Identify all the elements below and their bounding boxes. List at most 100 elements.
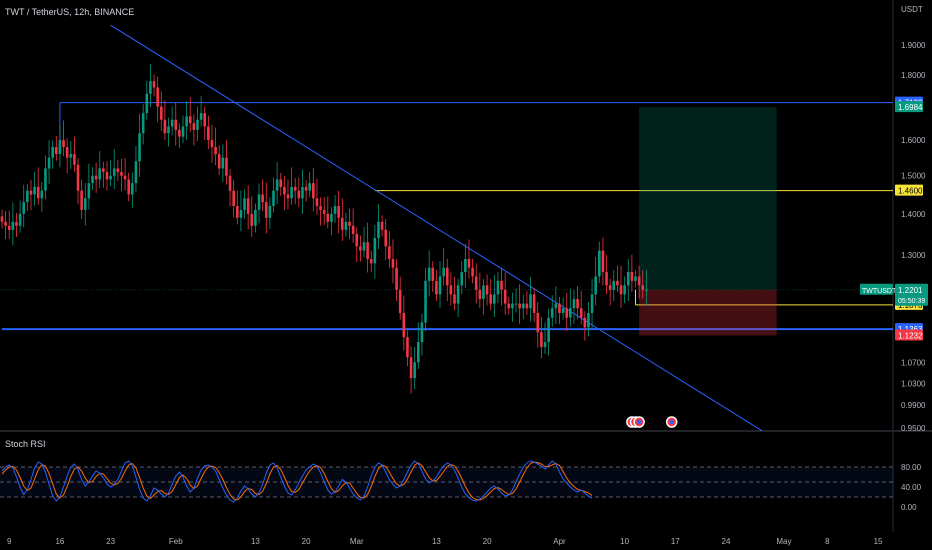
- candle[interactable]: [511, 303, 514, 309]
- candle[interactable]: [11, 221, 15, 230]
- candle[interactable]: [340, 217, 344, 230]
- candle[interactable]: [246, 198, 250, 214]
- candle[interactable]: [543, 342, 547, 348]
- candle[interactable]: [312, 183, 315, 199]
- candle[interactable]: [460, 272, 464, 286]
- candle[interactable]: [36, 186, 40, 199]
- candle[interactable]: [91, 175, 94, 184]
- candle[interactable]: [301, 186, 304, 199]
- candle[interactable]: [181, 126, 185, 137]
- trendline[interactable]: [110, 24, 763, 432]
- candle[interactable]: [362, 242, 366, 251]
- candle[interactable]: [558, 303, 561, 313]
- long-position-tool[interactable]: [639, 107, 777, 336]
- candle[interactable]: [594, 276, 597, 295]
- candle[interactable]: [330, 213, 333, 222]
- current-price-badge[interactable]: [895, 283, 928, 306]
- candle[interactable]: [167, 126, 170, 134]
- candle[interactable]: [214, 147, 217, 155]
- candle[interactable]: [134, 161, 138, 184]
- candle[interactable]: [308, 183, 311, 191]
- candle[interactable]: [159, 106, 163, 120]
- candle[interactable]: [471, 267, 474, 277]
- candle[interactable]: [623, 285, 626, 295]
- candle[interactable]: [453, 294, 456, 304]
- candle[interactable]: [554, 303, 558, 309]
- candle[interactable]: [525, 303, 529, 309]
- candle[interactable]: [293, 186, 297, 191]
- candle[interactable]: [326, 213, 330, 222]
- candle[interactable]: [217, 154, 221, 169]
- candle[interactable]: [500, 280, 503, 290]
- candle[interactable]: [373, 238, 377, 264]
- candle[interactable]: [496, 280, 500, 295]
- candle[interactable]: [616, 280, 619, 286]
- candle[interactable]: [254, 209, 257, 226]
- symbol-tag[interactable]: [860, 283, 893, 295]
- candle[interactable]: [377, 221, 380, 239]
- candle[interactable]: [123, 175, 127, 180]
- candle[interactable]: [257, 194, 261, 210]
- candle[interactable]: [127, 179, 130, 195]
- candle[interactable]: [203, 113, 207, 127]
- candlestick-series[interactable]: [0, 63, 648, 394]
- candle[interactable]: [109, 175, 112, 180]
- candle[interactable]: [18, 213, 22, 226]
- candle[interactable]: [449, 285, 453, 295]
- candle[interactable]: [579, 308, 583, 318]
- candle[interactable]: [315, 198, 319, 207]
- candle[interactable]: [438, 276, 442, 295]
- candle[interactable]: [569, 308, 572, 318]
- candle[interactable]: [156, 87, 159, 107]
- candle[interactable]: [250, 213, 254, 226]
- candle[interactable]: [225, 157, 228, 176]
- candle[interactable]: [80, 190, 83, 210]
- candle[interactable]: [236, 206, 239, 218]
- candle[interactable]: [174, 119, 178, 130]
- candle[interactable]: [391, 259, 395, 268]
- candle[interactable]: [637, 276, 641, 286]
- candle[interactable]: [351, 225, 355, 234]
- candle[interactable]: [583, 317, 587, 328]
- candle[interactable]: [529, 294, 532, 309]
- candle[interactable]: [261, 194, 264, 203]
- candle[interactable]: [7, 225, 11, 230]
- candle[interactable]: [366, 242, 369, 260]
- candle[interactable]: [149, 81, 152, 94]
- candle[interactable]: [398, 289, 402, 313]
- stoch-rsi-pane[interactable]: [0, 460, 893, 503]
- candle[interactable]: [608, 285, 612, 290]
- candle[interactable]: [424, 280, 427, 323]
- candle[interactable]: [22, 202, 26, 214]
- candle[interactable]: [514, 303, 518, 305]
- candle[interactable]: [442, 267, 445, 277]
- candle[interactable]: [612, 280, 616, 290]
- candle[interactable]: [417, 342, 420, 363]
- candle[interactable]: [73, 154, 76, 165]
- candle[interactable]: [445, 267, 449, 286]
- candle[interactable]: [337, 206, 340, 218]
- candle[interactable]: [272, 190, 275, 207]
- candle[interactable]: [587, 312, 590, 328]
- candle[interactable]: [178, 129, 181, 137]
- price-badge[interactable]: [895, 101, 923, 113]
- candle[interactable]: [518, 303, 521, 309]
- time-axis[interactable]: 9 16 23 Feb 13 20 Mar 13 20 Apr 10 17 24 May 8 15: [7, 537, 883, 546]
- candle[interactable]: [304, 186, 308, 191]
- price-badge[interactable]: [895, 329, 923, 341]
- candle[interactable]: [207, 126, 210, 141]
- candle[interactable]: [51, 147, 54, 158]
- candle[interactable]: [221, 157, 225, 169]
- candle[interactable]: [576, 298, 579, 309]
- candle[interactable]: [641, 285, 645, 290]
- candle[interactable]: [561, 308, 565, 313]
- candle[interactable]: [550, 308, 554, 318]
- candle[interactable]: [40, 190, 44, 199]
- candle[interactable]: [485, 285, 489, 295]
- candle[interactable]: [431, 267, 435, 281]
- candle[interactable]: [413, 362, 416, 379]
- candle[interactable]: [0, 216, 4, 222]
- candle[interactable]: [590, 294, 594, 313]
- loss-zone[interactable]: [639, 289, 777, 336]
